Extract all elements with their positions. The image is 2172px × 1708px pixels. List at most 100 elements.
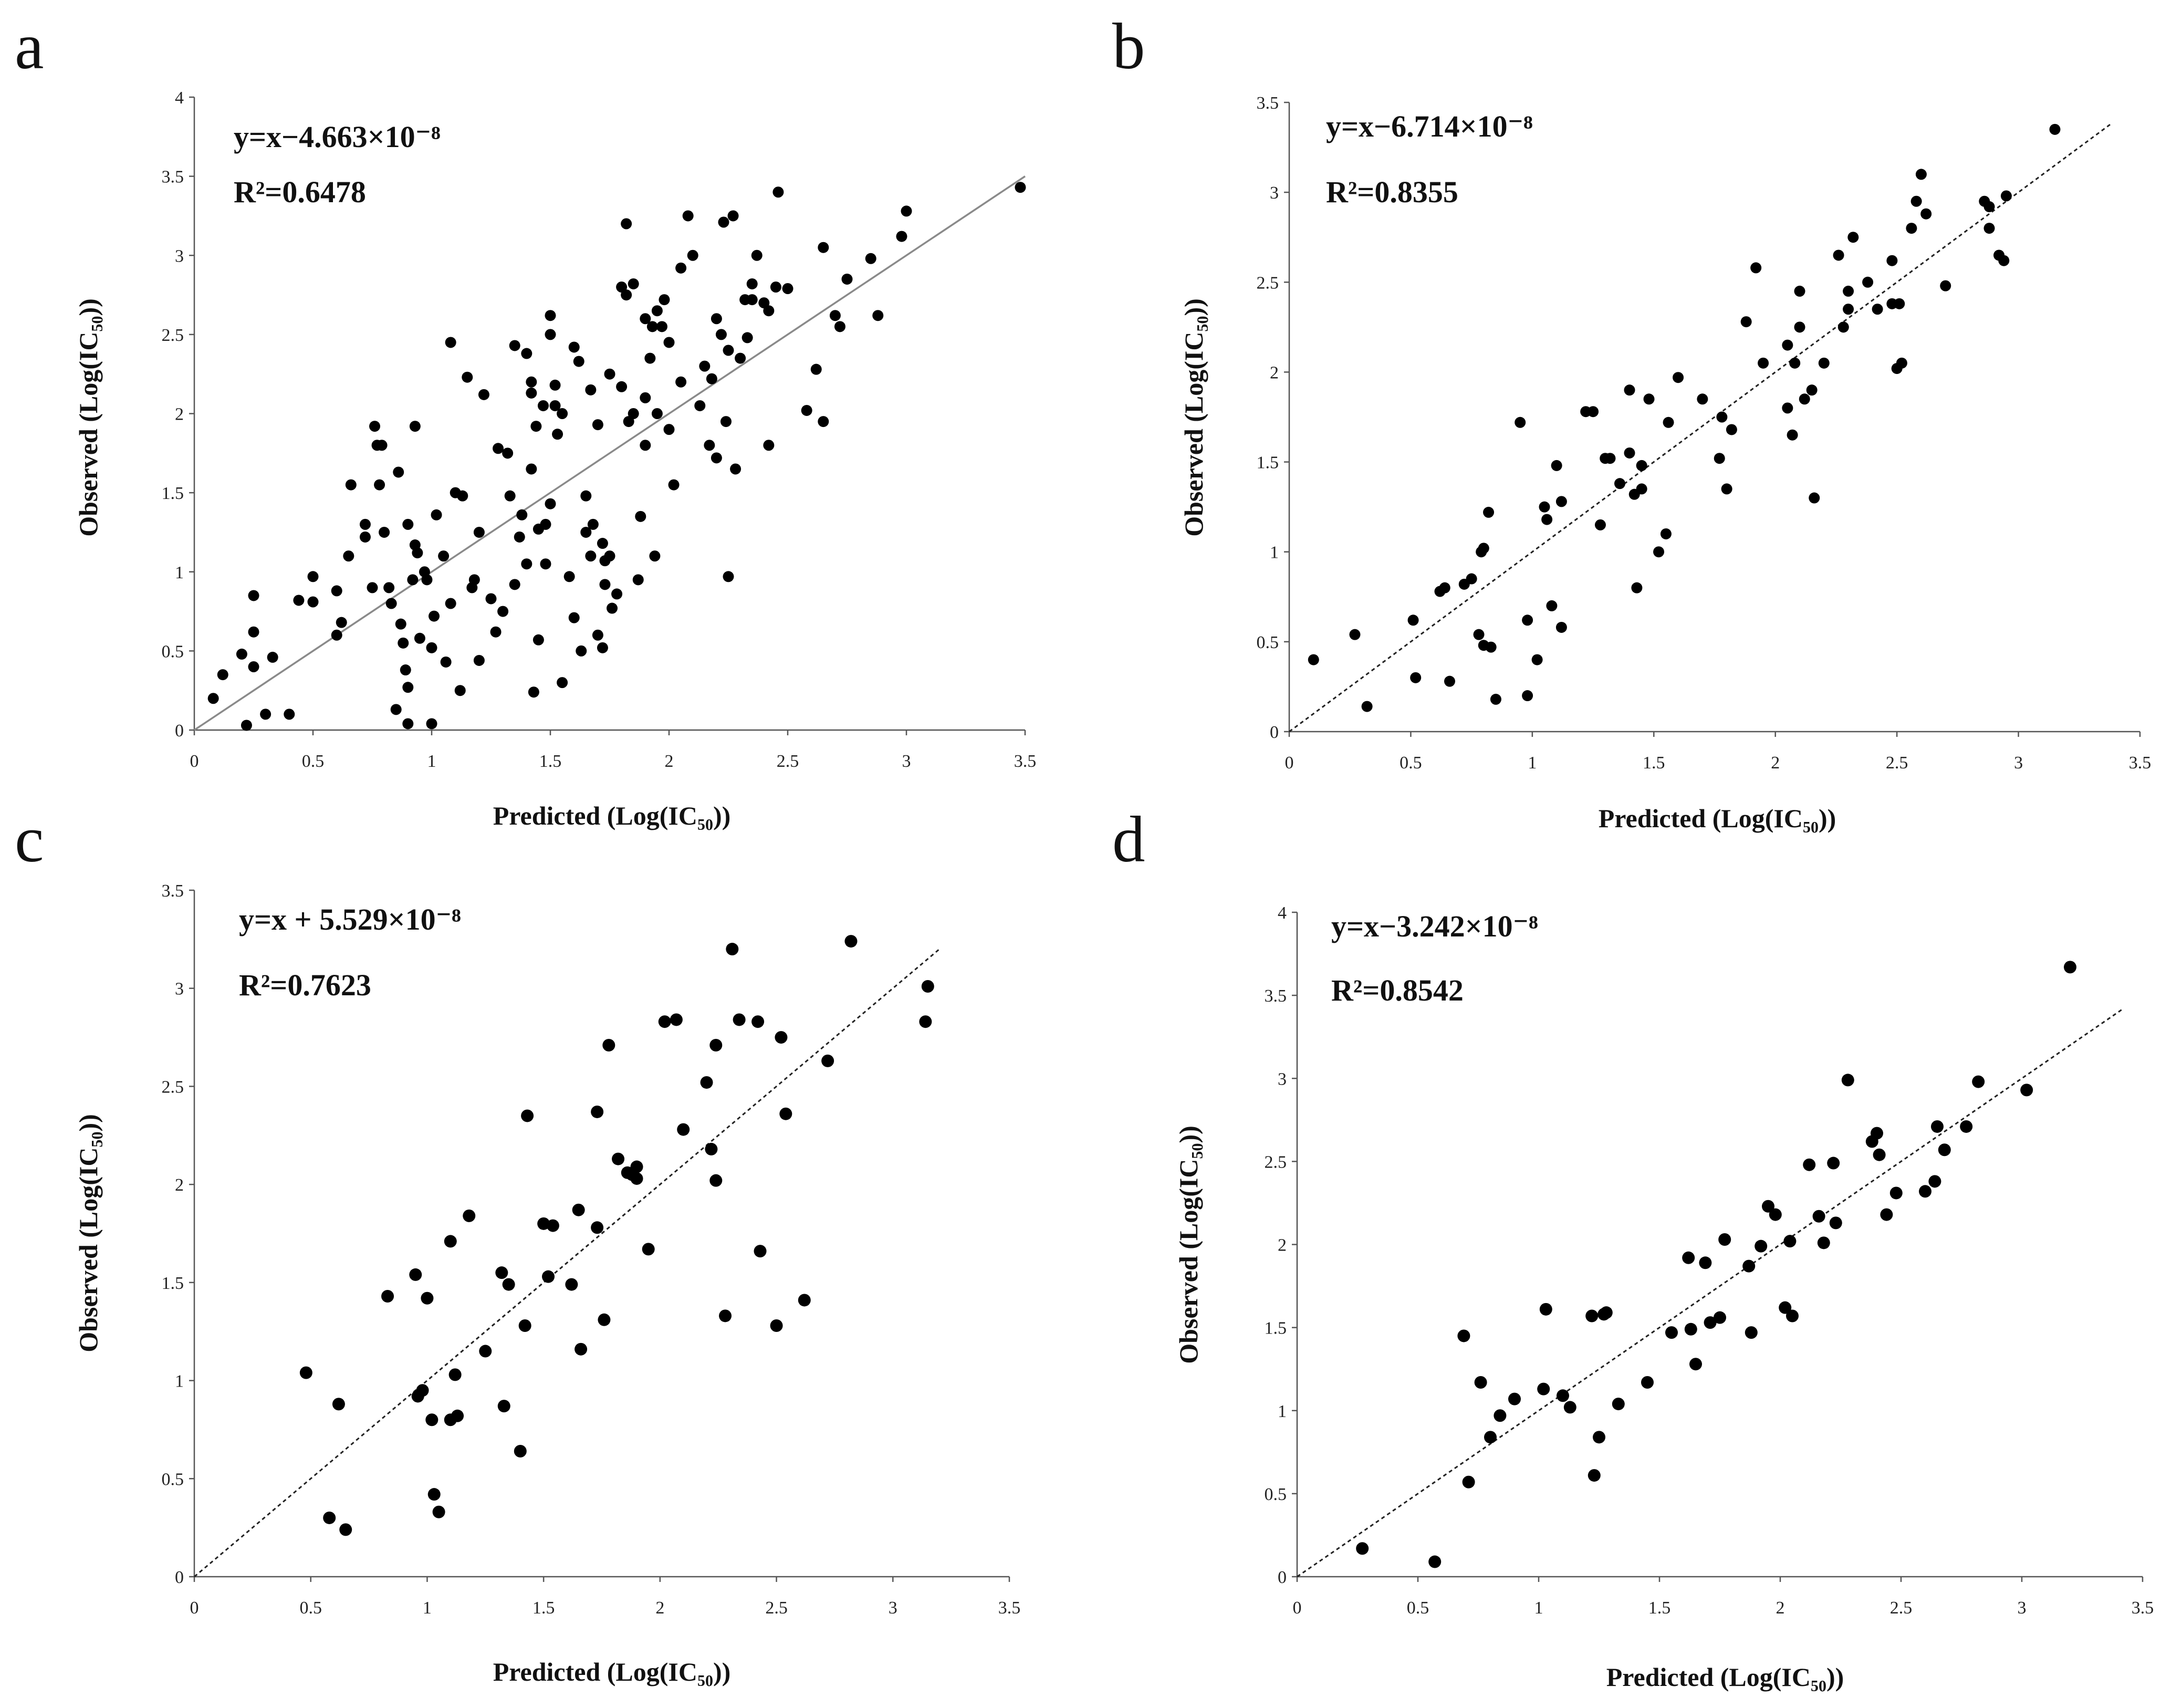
data-point <box>509 579 520 590</box>
data-point <box>1474 1376 1487 1389</box>
y-axis-title: Observed (Log(IC₅₀)) <box>74 1114 103 1352</box>
data-point <box>1546 600 1558 611</box>
data-point <box>770 1319 783 1332</box>
data-point <box>1653 546 1665 558</box>
data-point <box>1612 1398 1625 1411</box>
x-tick-label: 3 <box>889 1598 897 1618</box>
x-tick-label: 0.5 <box>299 1598 322 1618</box>
x-tick-label: 3.5 <box>998 1598 1021 1618</box>
y-tick-label: 1.5 <box>1257 453 1279 473</box>
data-point <box>591 1105 604 1118</box>
data-point <box>1624 447 1635 459</box>
data-point <box>502 447 514 459</box>
data-point <box>323 1511 336 1524</box>
data-point <box>699 360 711 372</box>
data-point <box>1508 1392 1521 1405</box>
data-point <box>409 421 421 432</box>
data-point <box>1972 1075 1985 1088</box>
data-point <box>374 479 385 491</box>
data-point <box>704 440 715 451</box>
data-point <box>1794 285 1805 297</box>
data-point <box>426 642 437 653</box>
data-point <box>1515 416 1526 428</box>
data-point <box>572 1203 585 1216</box>
data-point <box>711 313 722 325</box>
data-point <box>1682 1251 1695 1264</box>
data-point <box>628 278 639 289</box>
y-tick-label: 1 <box>175 1372 184 1391</box>
data-point <box>1522 615 1533 626</box>
data-point <box>735 352 746 364</box>
fit-line <box>1297 1008 2124 1578</box>
data-point <box>540 558 551 570</box>
data-point <box>307 596 319 608</box>
data-point <box>504 490 516 502</box>
data-point <box>599 579 611 590</box>
data-point <box>763 440 775 451</box>
data-point <box>623 416 634 428</box>
x-tick-label: 1.5 <box>539 752 562 771</box>
data-point <box>385 598 397 609</box>
data-point <box>1555 621 1567 633</box>
data-point <box>621 218 632 230</box>
scatter-panel-c: c 0 0.5 1 1.5 2 2.5 3 3.5 0 0.5 1 1.5 2 2.5 3 3.5 Predict… <box>15 804 1020 1686</box>
x-tick-label: 3 <box>2018 1598 2027 1618</box>
scatter-panel-d: d 0 0.5 1 1.5 2 2.5 3 3.5 0 0.5 1 1.5 2 2.5 3 3.5 4 Predic… <box>1112 804 2154 1692</box>
data-point <box>1896 357 1907 369</box>
data-point <box>709 1174 723 1187</box>
data-point <box>549 400 561 411</box>
data-point <box>649 550 661 562</box>
data-point <box>267 651 278 663</box>
data-point <box>241 720 252 731</box>
y-tick-label: 2.5 <box>1257 273 1279 293</box>
data-point <box>630 1172 643 1185</box>
x-tick-label: 1 <box>427 752 436 771</box>
data-point <box>454 685 466 696</box>
data-point <box>416 1384 429 1397</box>
y-tick-label: 2 <box>175 405 184 424</box>
data-point <box>663 337 675 348</box>
r-squared-label: R²=0.6478 <box>234 175 366 209</box>
data-point <box>468 574 480 586</box>
data-point <box>1928 1175 1941 1188</box>
data-point <box>591 1221 604 1234</box>
x-tick-label: 2 <box>1771 753 1780 773</box>
data-point <box>644 352 656 364</box>
y-tick-label: 0 <box>175 721 184 741</box>
data-point <box>1308 654 1319 665</box>
data-point <box>1799 393 1810 405</box>
data-point <box>659 294 670 306</box>
data-point <box>367 582 378 593</box>
data-point <box>1787 429 1798 441</box>
data-point <box>565 1278 578 1291</box>
data-point <box>478 389 489 400</box>
data-point <box>616 282 628 293</box>
data-point <box>687 249 698 261</box>
data-point <box>779 1107 792 1120</box>
r-squared-label: R²=0.8542 <box>1331 973 1464 1007</box>
data-point <box>1410 672 1422 683</box>
data-point <box>1631 582 1643 593</box>
regression-equation: y=x−4.663×10⁻⁸ <box>234 120 441 154</box>
data-point <box>557 677 568 689</box>
data-point <box>1473 629 1485 640</box>
y-tick-label: 2.5 <box>162 1077 184 1097</box>
data-point <box>1361 701 1373 712</box>
data-point <box>1841 1074 1854 1087</box>
x-tick-label: 2.5 <box>777 752 799 771</box>
data-point <box>1704 1316 1717 1329</box>
data-point <box>532 634 544 645</box>
data-point <box>1983 201 1995 213</box>
data-point <box>675 376 687 388</box>
data-point <box>1588 406 1599 418</box>
data-point <box>248 590 259 601</box>
r-squared-label: R²=0.7623 <box>239 968 371 1002</box>
data-point <box>495 1266 508 1279</box>
data-point <box>635 511 646 522</box>
data-point <box>872 310 884 321</box>
data-point <box>217 669 228 681</box>
y-tick-label: 2.5 <box>1265 1152 1287 1172</box>
data-point <box>592 419 603 431</box>
data-point <box>1873 1148 1886 1161</box>
